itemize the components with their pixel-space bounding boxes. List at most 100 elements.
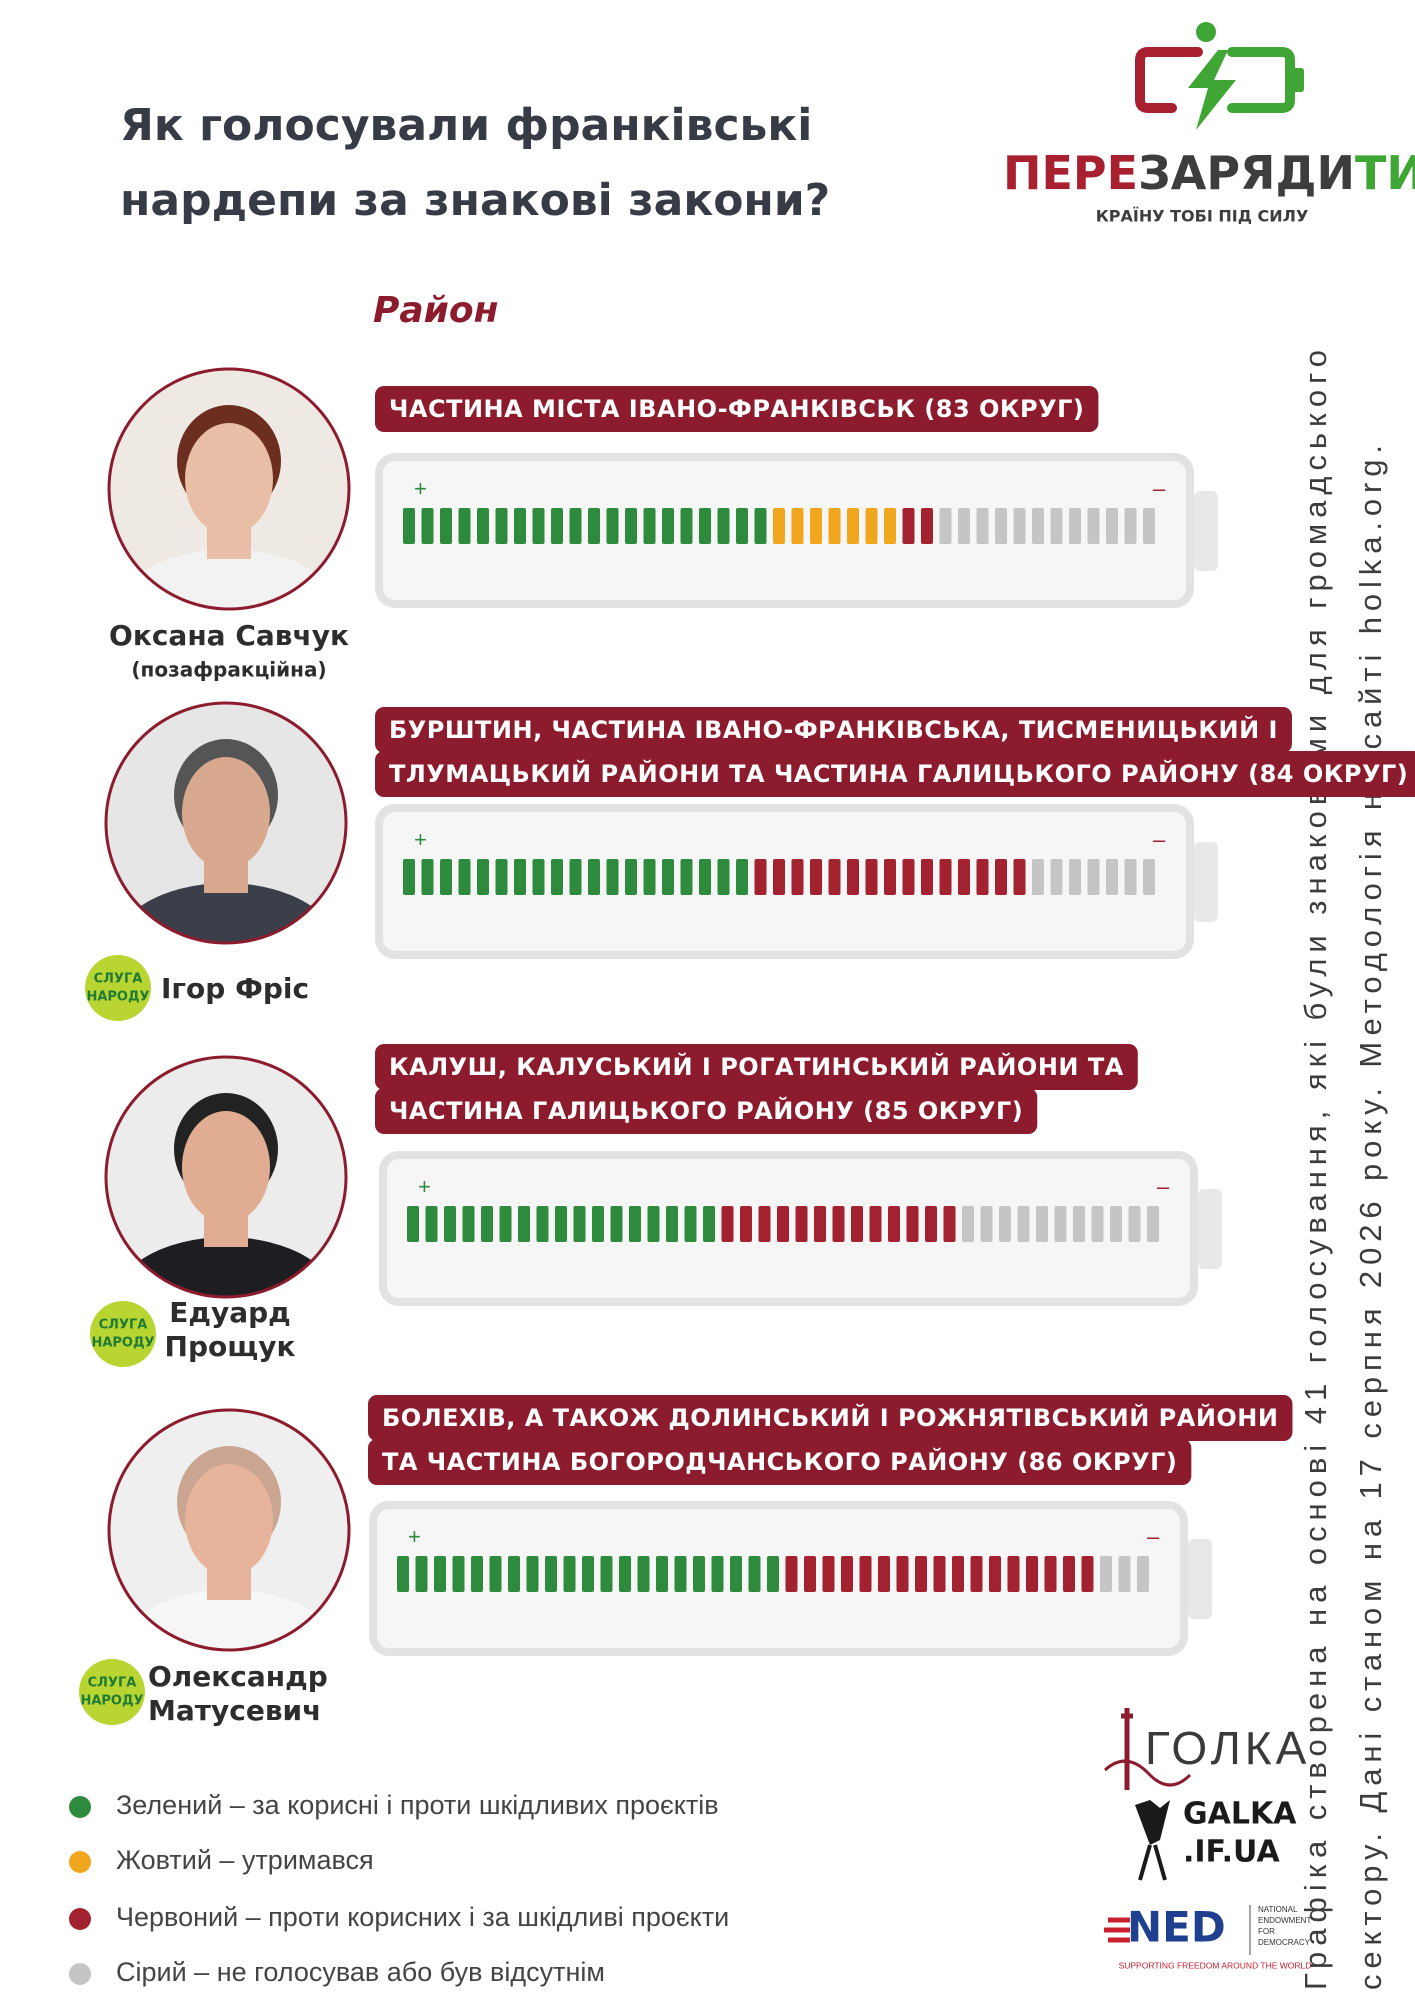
vote-bar bbox=[684, 1206, 697, 1242]
ned-full: FOR bbox=[1258, 1927, 1275, 1936]
vote-bar bbox=[1026, 1556, 1038, 1592]
battery-terminal bbox=[1194, 491, 1218, 571]
vote-bar bbox=[980, 1206, 993, 1242]
vote-bar bbox=[970, 1556, 983, 1592]
vote-bar bbox=[699, 859, 711, 895]
vote-bar bbox=[600, 1556, 613, 1592]
vote-bar bbox=[989, 1556, 1001, 1592]
deputy-name: Едуард bbox=[169, 1296, 291, 1329]
vote-bar bbox=[962, 1206, 974, 1242]
vote-bar bbox=[666, 1206, 678, 1242]
vote-bar bbox=[551, 859, 563, 895]
vote-bar bbox=[680, 508, 693, 544]
portrait-shoulders bbox=[111, 1237, 341, 1297]
vote-bar bbox=[489, 1556, 502, 1592]
vote-bar bbox=[902, 859, 915, 895]
title-line: нардепи за знакові закони? bbox=[120, 175, 830, 226]
party-badge bbox=[79, 1659, 145, 1725]
vote-bar bbox=[674, 1556, 687, 1592]
vote-bar bbox=[869, 1206, 882, 1242]
vote-bar bbox=[481, 1206, 493, 1242]
vote-bar bbox=[1147, 1206, 1159, 1242]
legend-label: Червоний – проти корисних і за шкідливі … bbox=[116, 1902, 729, 1932]
vote-bar bbox=[1032, 508, 1044, 544]
district-label-bg bbox=[368, 1395, 1293, 1441]
section-label: Район bbox=[373, 290, 499, 331]
side-note: сектору. Дані станом на 17 серпня 2026 р… bbox=[1353, 445, 1388, 1990]
battery-plus: + bbox=[418, 1174, 431, 1199]
vote-bar bbox=[693, 1556, 705, 1592]
vote-bar bbox=[703, 1206, 715, 1242]
vote-bar bbox=[647, 1206, 660, 1242]
district-label: БУРШТИН, ЧАСТИНА ІВАНО-ФРАНКІВСЬКА, ТИСМ… bbox=[389, 715, 1278, 744]
vote-bar bbox=[814, 1206, 826, 1242]
vote-bar bbox=[452, 1556, 465, 1592]
district-label-bg bbox=[368, 1439, 1192, 1485]
party-badge-text: СЛУГА bbox=[88, 1676, 137, 1691]
vote-bar bbox=[699, 508, 711, 544]
vote-bar bbox=[1050, 508, 1063, 544]
battery-terminal bbox=[1198, 1189, 1222, 1269]
vote-bar bbox=[499, 1206, 512, 1242]
vote-bar bbox=[791, 859, 804, 895]
galka-text: .IF.UA bbox=[1183, 1835, 1280, 1870]
vote-bar bbox=[656, 1556, 668, 1592]
vote-bar bbox=[711, 1556, 724, 1592]
vote-bar bbox=[888, 1206, 900, 1242]
vote-bar bbox=[906, 1206, 919, 1242]
vote-bar bbox=[859, 1556, 872, 1592]
golka-logo: ГОЛКА bbox=[1103, 1708, 1306, 1790]
vote-bar bbox=[1017, 1206, 1030, 1242]
vote-bar bbox=[495, 859, 508, 895]
vote-bar bbox=[643, 508, 656, 544]
vote-bar bbox=[477, 859, 489, 895]
portrait-face bbox=[185, 423, 273, 535]
vote-bar bbox=[471, 1556, 483, 1592]
vote-bar bbox=[619, 1556, 631, 1592]
vote-bar bbox=[440, 508, 452, 544]
battery-plus: + bbox=[414, 827, 427, 852]
vote-bar bbox=[1013, 859, 1026, 895]
vote-bar bbox=[434, 1556, 446, 1592]
vote-bar bbox=[754, 508, 767, 544]
vote-bar bbox=[933, 1556, 946, 1592]
vote-bar bbox=[1087, 508, 1100, 544]
battery-minus: – bbox=[1153, 476, 1166, 501]
battery-terminal bbox=[1194, 842, 1218, 922]
district-label-bg bbox=[375, 1044, 1138, 1090]
vote-bar bbox=[810, 859, 822, 895]
vote-bar bbox=[1124, 859, 1137, 895]
vote-bar bbox=[588, 508, 600, 544]
portrait-shoulders bbox=[111, 883, 341, 943]
vote-bar bbox=[730, 1556, 742, 1592]
party-badge bbox=[85, 955, 151, 1021]
vote-bar bbox=[865, 859, 878, 895]
logo-part: ПЕРЕ bbox=[1003, 146, 1138, 200]
vote-bar bbox=[847, 508, 859, 544]
deputy-name: Матусевич bbox=[148, 1694, 321, 1727]
battery-plus: + bbox=[408, 1524, 421, 1549]
vote-bar bbox=[569, 508, 582, 544]
vote-bar bbox=[773, 859, 785, 895]
vote-bar bbox=[851, 1206, 863, 1242]
deputy-name: Прощук bbox=[165, 1330, 296, 1363]
vote-bar bbox=[1081, 1556, 1094, 1592]
vote-bar bbox=[999, 1206, 1011, 1242]
battery-terminal bbox=[1188, 1539, 1212, 1619]
galka-text: GALKA bbox=[1183, 1797, 1297, 1832]
portrait-frame bbox=[107, 367, 351, 611]
vote-bar bbox=[1091, 1206, 1104, 1242]
vote-bar bbox=[545, 1556, 557, 1592]
ned-name: NED bbox=[1127, 1903, 1226, 1952]
district-label: ТА ЧАСТИНА БОГОРОДЧАНСЬКОГО РАЙОНУ (86 О… bbox=[382, 1447, 1177, 1476]
deputy-affiliation: (позафракційна) bbox=[131, 658, 326, 682]
vote-bar bbox=[976, 508, 989, 544]
vote-bar bbox=[748, 1556, 761, 1592]
vote-bar bbox=[754, 859, 767, 895]
district-label-bg bbox=[375, 751, 1415, 797]
vote-bar bbox=[841, 1556, 853, 1592]
vote-bar bbox=[458, 508, 471, 544]
vote-bar bbox=[444, 1206, 456, 1242]
party-badge-text: СЛУГА bbox=[99, 1318, 148, 1333]
